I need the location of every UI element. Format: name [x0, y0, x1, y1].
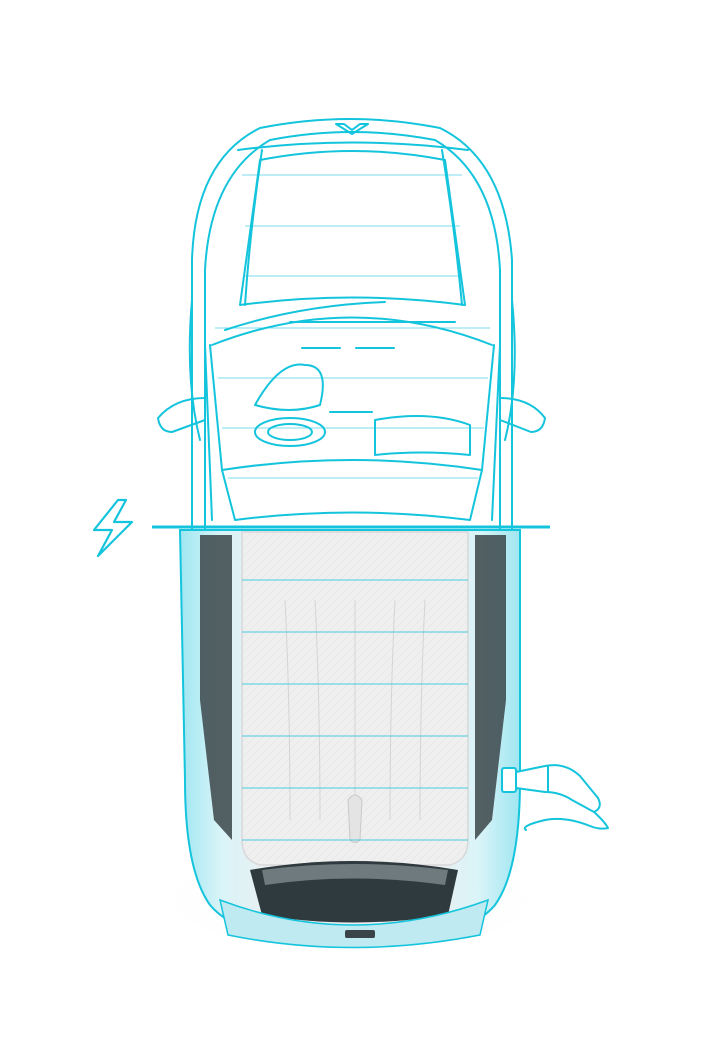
left-mirror: [157, 397, 206, 433]
blueprint-lines: [215, 174, 490, 479]
right-mirror: [499, 397, 546, 433]
charging-plug-icon: [501, 764, 609, 831]
car-outline-front: [157, 118, 546, 531]
hood-panel: [239, 150, 466, 306]
car-charged-body: [178, 529, 521, 949]
lightning-bolt-icon: [92, 498, 134, 558]
